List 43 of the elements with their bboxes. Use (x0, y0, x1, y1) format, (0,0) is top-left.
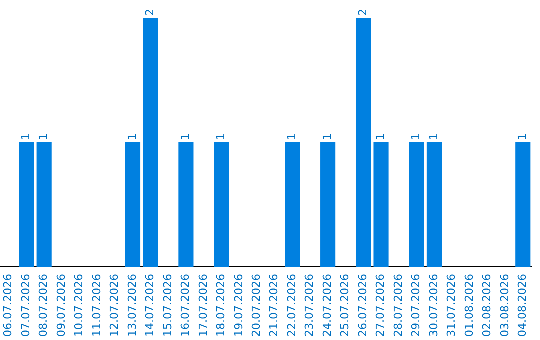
x-tick-label: 02.08.2026 (480, 274, 494, 338)
x-tick-label: 23.07.2026 (303, 274, 316, 338)
x-tick-label: 08.07.2026 (37, 274, 50, 338)
x-tick-label: 31.07.2026 (445, 274, 458, 338)
x-tick-label: 30.07.2026 (427, 274, 440, 338)
x-tick-label: 17.07.2026 (196, 274, 210, 338)
data-label: 1 (214, 133, 228, 140)
x-tick-label: 07.07.2026 (19, 274, 32, 338)
data-label: 1 (516, 133, 529, 140)
data-label: 1 (320, 133, 334, 140)
x-tick-label: 13.07.2026 (126, 274, 139, 338)
x-tick-label: 26.07.2026 (356, 274, 370, 338)
data-label: 1 (126, 133, 139, 140)
data-label: 1 (19, 133, 32, 140)
x-tick-label: 06.07.2026 (2, 274, 15, 338)
x-tick-label: 20.07.2026 (250, 274, 263, 338)
data-label: 1 (410, 133, 423, 140)
x-tick-label: 28.07.2026 (392, 274, 405, 338)
x-tick-label: 19.07.2026 (232, 274, 246, 338)
x-tick-label: 29.07.2026 (410, 274, 423, 338)
data-label: 1 (179, 133, 192, 140)
data-label: 2 (356, 8, 370, 16)
data-label: 1 (374, 133, 388, 140)
x-tick-label: 21.07.2026 (268, 274, 281, 338)
data-label: 2 (144, 8, 157, 16)
x-tick-label: 12.07.2026 (108, 274, 122, 338)
x-tick-label: 11.07.2026 (90, 274, 104, 338)
x-tick-label: 16.07.2026 (179, 274, 192, 338)
x-tick-label: 01.08.2026 (462, 274, 476, 338)
x-tick-label: 18.07.2026 (214, 274, 228, 338)
data-label: 1 (427, 133, 440, 140)
x-tick-label: 14.07.2026 (144, 274, 157, 338)
x-tick-label: 10.07.2026 (72, 274, 86, 338)
x-tick-label: 25.07.2026 (338, 274, 352, 338)
x-tick-label: 15.07.2026 (161, 274, 174, 338)
x-tick-label: 24.07.2026 (320, 274, 334, 338)
x-tick-label: 09.07.2026 (54, 274, 68, 338)
x-tick-label: 22.07.2026 (285, 274, 298, 338)
x-tick-label: 04.08.2026 (516, 274, 529, 338)
x-tick-label: 27.07.2026 (374, 274, 388, 338)
data-label: 1 (37, 133, 50, 140)
data-label: 1 (285, 133, 298, 140)
x-tick-label: 03.08.2026 (498, 274, 512, 338)
